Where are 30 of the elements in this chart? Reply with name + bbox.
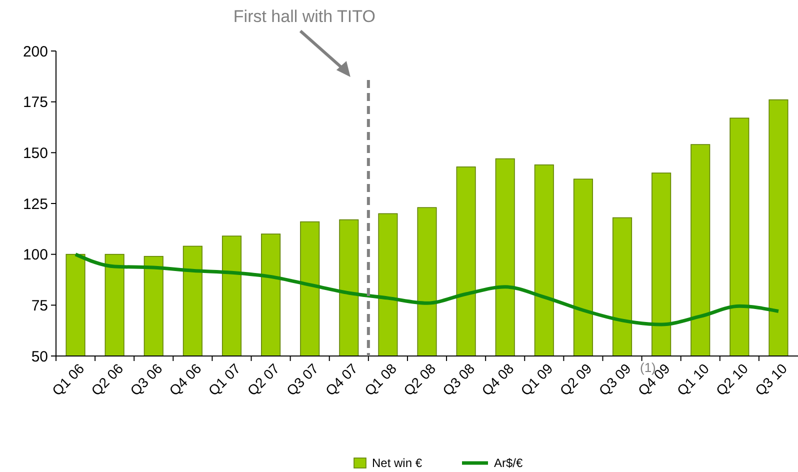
text: First hall with TITO	[233, 7, 376, 26]
x-tick-label: Q3 08	[439, 360, 478, 399]
y-tick-label: 100	[22, 246, 48, 264]
x-tick-label: Q3 09	[596, 360, 634, 399]
x-tick-label: Q2 10	[712, 360, 752, 399]
x-tick-label: Q3 06	[126, 360, 166, 399]
y-tick-label: 150	[22, 144, 48, 162]
legend-label: Ar$/€	[494, 456, 524, 470]
x-tick-label: Q4 08	[478, 360, 517, 399]
y-tick-label: 50	[31, 348, 48, 366]
x-tick-label: Q1 10	[674, 360, 712, 399]
y-tick-label: 200	[22, 43, 48, 60]
x-tick-label: Q4 06	[166, 360, 204, 399]
x-tick-label: Q2 06	[88, 360, 126, 399]
x-tick-label: Q3 10	[752, 360, 790, 399]
x-tick-label: Q2 09	[556, 360, 595, 399]
x-tick-label: Q2 07	[244, 360, 283, 399]
x-tick-label: Q1 06	[48, 360, 88, 399]
legend-label: Net win €	[372, 456, 422, 470]
text: (1)	[640, 360, 656, 375]
x-tick-label: Q1 09	[517, 360, 556, 399]
x-tick-label: Q1 08	[361, 360, 400, 399]
y-tick-label: 125	[22, 196, 48, 213]
x-tick-label: Q4 07	[322, 360, 361, 399]
x-tick-label: Q2 08	[400, 360, 439, 399]
y-tick-label: 175	[22, 94, 48, 112]
y-tick-label: 75	[31, 297, 48, 314]
x-tick-label: Q3 07	[283, 360, 322, 399]
x-tick-label: Q1 07	[205, 360, 244, 399]
line-series	[74, 252, 780, 326]
